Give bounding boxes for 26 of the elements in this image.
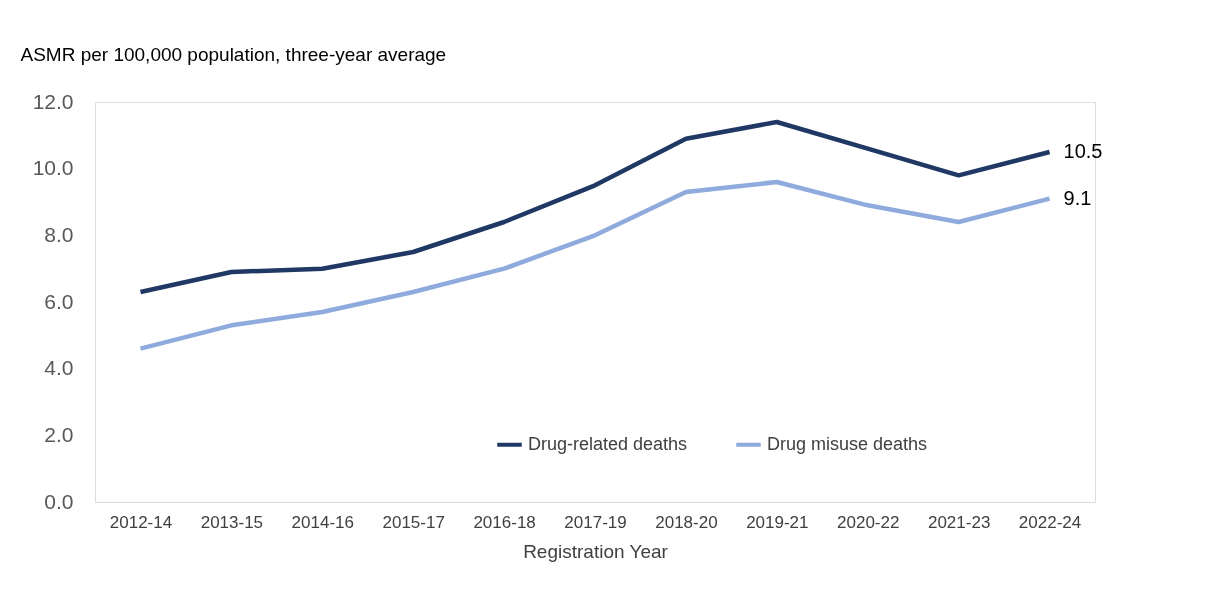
legend-label: Drug misuse deaths [767,433,928,454]
legend-label: Drug-related deaths [528,433,688,454]
y-tick-label: 12.0 [32,89,74,113]
y-tick-label: 2.0 [44,422,74,446]
x-tick-label: 2019-21 [746,512,809,532]
x-tick-label: 2014-16 [291,512,354,532]
y-axis-title: ASMR per 100,000 population, three-year average [20,43,447,65]
y-tick-label: 4.0 [44,356,74,380]
y-tick-label: 0.0 [44,489,74,513]
line-series [138,119,1052,295]
x-tick-label: 2022-24 [1018,512,1082,532]
x-tick-label: 2020-22 [837,512,900,532]
x-axis-title: Registration Year [523,540,669,562]
x-tick-label: 2018-20 [655,512,718,532]
data-label: 9.1 [1063,186,1092,209]
y-tick-label: 10.0 [32,156,74,180]
y-tick-label: 8.0 [44,222,74,246]
x-tick-label: 2015-17 [382,512,445,532]
x-tick-label: 2017-19 [564,512,627,532]
x-tick-label: 2012-14 [109,512,173,532]
line-series [138,179,1052,351]
x-tick-label: 2013-15 [200,512,264,532]
x-tick-label: 2021-23 [927,512,991,532]
x-tick-label: 2016-18 [473,512,536,532]
y-tick-label: 6.0 [44,289,74,313]
data-label: 10.5 [1063,140,1103,162]
